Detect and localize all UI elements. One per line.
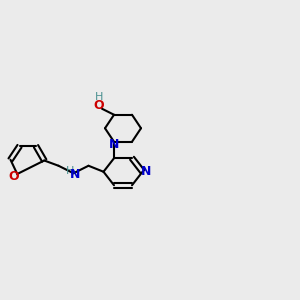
Text: H: H bbox=[95, 92, 103, 103]
Text: O: O bbox=[8, 170, 19, 184]
Text: H: H bbox=[66, 166, 74, 176]
Text: O: O bbox=[94, 99, 104, 112]
Text: N: N bbox=[141, 165, 152, 178]
Text: N: N bbox=[70, 168, 80, 181]
Text: N: N bbox=[109, 138, 119, 151]
